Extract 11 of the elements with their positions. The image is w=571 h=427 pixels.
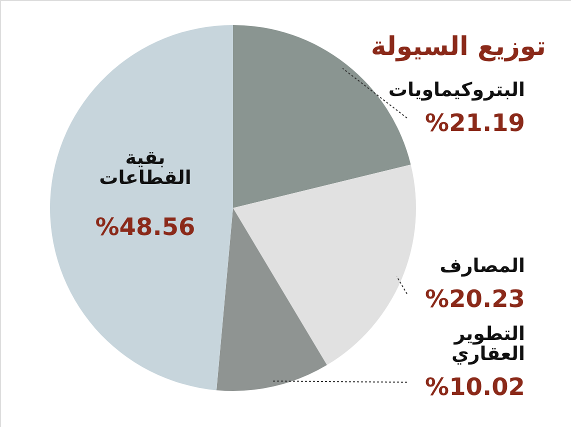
data-label: %21.19: [425, 109, 525, 138]
data-label: %10.02: [425, 373, 525, 402]
slice-label: المصارف: [440, 254, 525, 277]
data-label: %48.56: [95, 213, 196, 241]
slice-label: البتروكيماويات: [388, 79, 525, 102]
data-label: %20.23: [425, 284, 525, 313]
slice-label: التطوير العقاري: [451, 323, 525, 366]
slice-label: بقية القطاعات: [99, 147, 192, 189]
chart-title: توزيع السيولة: [370, 32, 546, 62]
pie-slice: [233, 164, 416, 366]
pie-slice: [50, 25, 233, 390]
